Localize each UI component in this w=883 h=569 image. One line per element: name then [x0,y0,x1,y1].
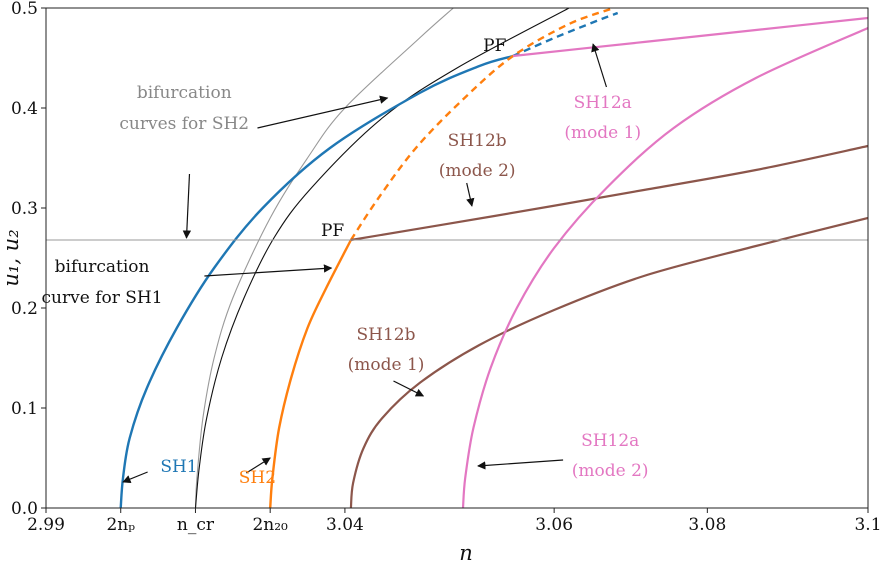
series-sh12a-mode2 [461,26,868,508]
annotation-sh12b-m1-line2: (mode 1) [348,355,425,375]
series-sh12b-mode2 [350,144,868,242]
y-axis-title: u₁, u₂ [0,229,23,286]
x-tick-label: 2n₂₀ [252,515,288,535]
series-sh2-dashed [349,8,615,241]
arrow-layer [122,43,608,484]
annotation-bif-sh1-line1: bifurcation [55,257,150,277]
series-sh12b-mode1 [349,216,868,508]
annotation-sh12b-m2-line2: (mode 2) [439,161,516,181]
x-tick-label: 3.06 [535,515,573,535]
annotation-pf-upper: PF [483,36,506,56]
annotation-sh2: SH2 [239,468,276,488]
annotation-arrow [245,457,271,474]
annotation-arrow [466,182,475,207]
x-tick-label: 2.99 [27,515,65,535]
annotation-arrow [122,471,148,484]
x-ticks: 2.99 2nₚ n_cr 2n₂₀ 3.04 3.06 3.08 3.1 [27,508,882,535]
x-tick-label: n_cr [177,515,215,535]
x-tick-label: 3.08 [688,515,726,535]
annotation-arrow [591,43,608,88]
annotation-bif-sh1-line2: curve for SH1 [42,288,163,308]
series-sh1 [119,54,514,508]
annotation-arrow [182,173,192,239]
annotation-sh12b-m2-line1: SH12b [448,131,507,151]
annotation-sh12a-m2-line1: SH12a [581,431,639,451]
annotation-layer: PF PF bifurcation curves for SH2 bifurcation… [42,36,649,488]
plot-frame [45,7,869,509]
series-bifurcation-sh2 [194,8,454,508]
annotation-pf-lower: PF [321,221,344,241]
annotation-arrow [257,95,389,129]
series-sh12a-mode1 [512,16,868,58]
annotation-bif-sh2-line2: curves for SH2 [119,114,249,134]
series-layer [119,8,868,508]
x-tick-label: 3.04 [326,515,364,535]
y-tick-label: 0.2 [11,299,38,319]
y-tick-label: 0.0 [11,499,38,519]
annotation-bif-sh2-line1: bifurcation [137,83,232,103]
y-tick-label: 0.1 [11,399,38,419]
x-tick-label: 2nₚ [106,515,135,535]
y-ticks: 0.0 0.1 0.2 0.3 0.4 0.5 [11,0,46,519]
annotation-sh12b-m1-line1: SH12b [357,325,416,345]
annotation-arrow [204,264,333,277]
annotation-sh12a-m2-line2: (mode 2) [572,461,649,481]
annotation-sh12a-m1-line1: SH12a [574,93,632,113]
series-bifurcation-sh1 [194,8,570,508]
annotation-sh12a-m1-line2: (mode 1) [564,123,641,143]
y-tick-label: 0.3 [11,199,38,219]
series-sh2 [269,239,352,508]
y-tick-label: 0.4 [11,99,38,119]
annotation-arrow [477,459,564,470]
x-tick-label: 3.1 [854,515,881,535]
x-axis-title: n [459,541,473,565]
annotation-arrow [393,380,425,397]
y-tick-label: 0.5 [11,0,38,19]
annotation-sh1: SH1 [160,457,197,477]
